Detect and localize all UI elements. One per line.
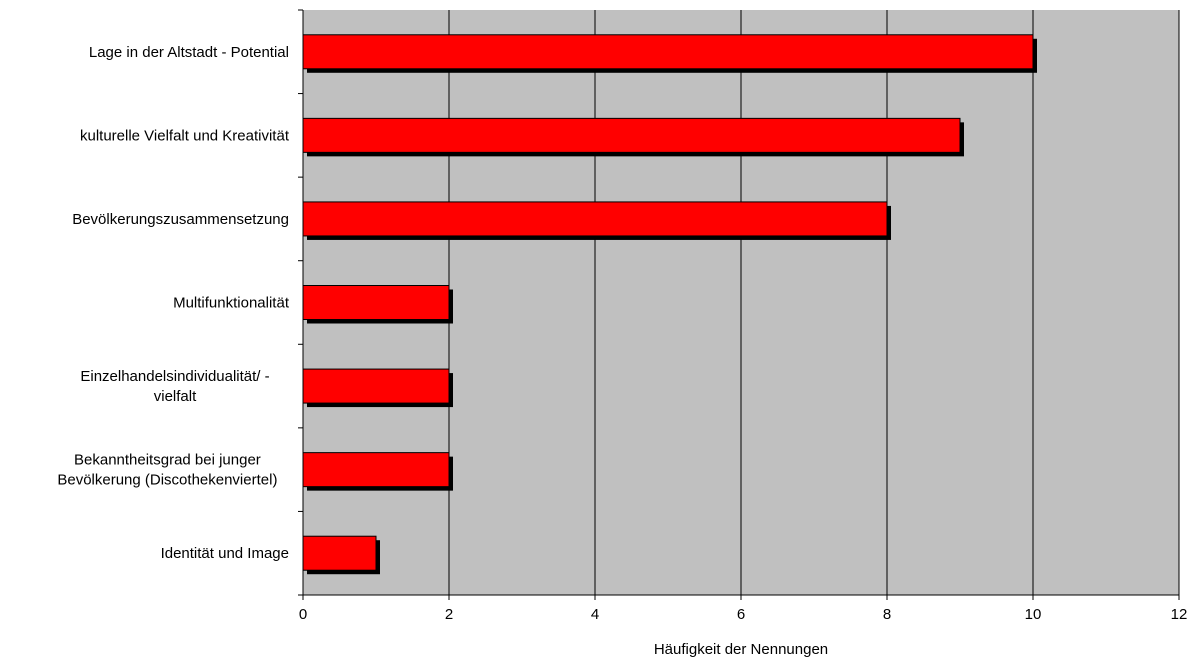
category-label: Bekanntheitsgrad bei junger Bevölkerung (… (57, 452, 277, 489)
category-labels: Lage in der Altstadt - Potential kulturel… (57, 44, 289, 562)
category-label: Einzelhandelsindividualität/ -vielfalt (80, 368, 269, 405)
gridlines (448, 10, 1180, 595)
bar (302, 117, 961, 153)
category-label: Bevölkerungszusammensetzung (72, 211, 289, 228)
category-label: Identität und Image (161, 545, 289, 562)
x-tick-label: 12 (1171, 606, 1188, 623)
x-axis-title: Häufigkeit der Nennungen (654, 641, 828, 658)
bar (302, 285, 450, 320)
bar (302, 368, 450, 404)
bar (302, 452, 450, 488)
x-tick-label: 10 (1025, 606, 1042, 623)
x-tick-label: 2 (445, 606, 453, 623)
category-label: kulturelle Vielfalt und Kreativität (80, 127, 290, 144)
bar (302, 535, 377, 571)
bar (302, 34, 1034, 70)
category-label: Lage in der Altstadt - Potential (89, 44, 289, 61)
bar (302, 201, 888, 237)
bars (302, 34, 1037, 575)
x-tick-label: 6 (737, 606, 745, 623)
x-tick-label: 4 (591, 606, 599, 623)
x-tick-label: 0 (299, 606, 307, 623)
category-label: Multifunktionalität (173, 295, 290, 312)
x-tick-label: 8 (883, 606, 891, 623)
axes: 0 2 4 6 8 10 12 (298, 9, 1188, 623)
